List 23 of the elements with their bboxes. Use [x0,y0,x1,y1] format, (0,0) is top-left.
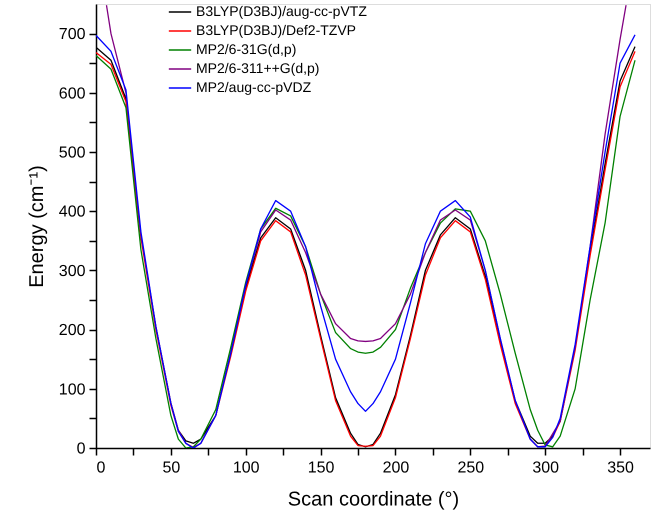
legend-label: B3LYP(D3BJ)/aug-cc-pVTZ [196,3,368,19]
x-tick-label: 50 [162,460,180,476]
x-tick-label: 350 [607,460,634,476]
x-tick-label: 150 [308,460,335,476]
y-tick-label: 400 [58,204,86,221]
legend-label: MP2/aug-cc-pVDZ [196,79,312,95]
x-tick-label: 300 [532,460,560,476]
y-tick-label: 200 [58,322,86,340]
legend-label: B3LYP(D3BJ)/Def2-TZVP [196,22,356,38]
y-tick-label: 500 [58,144,86,162]
y-tick-label: 700 [58,26,86,44]
legend-label: MP2/6-311++G(d,p) [196,60,320,76]
y-tick-label: 0 [76,440,86,458]
x-tick-label: 0 [96,460,106,476]
x-tick-label: 250 [457,460,484,476]
y-tick-label: 100 [58,381,86,398]
y-tick-label: 600 [58,85,86,102]
legend-label: MP2/6-31G(d,p) [196,41,296,57]
y-tick-label: 300 [58,262,86,280]
y-axis-title: Energy (cm⁻¹) [26,165,48,288]
x-tick-label: 100 [232,460,260,476]
x-axis-title: Scan coordinate (°) [288,488,460,510]
x-tick-label: 200 [382,460,410,476]
